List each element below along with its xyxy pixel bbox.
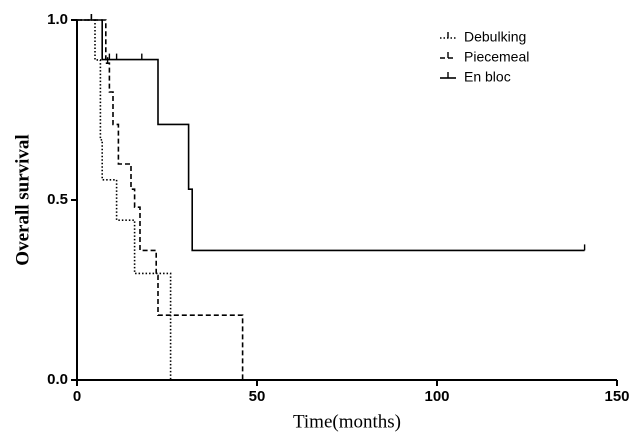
x-axis-title: Time(months) [293,411,401,432]
survival-curve [77,19,244,380]
legend-label: En bloc [464,69,511,85]
y-tick-label: 1.0 [47,11,68,28]
y-tick-label: 0.0 [47,371,68,388]
y-axis-title: Overall survival [12,134,33,265]
legend-label: Piecemeal [464,49,529,65]
x-tick-label: 50 [249,388,266,405]
legend-label: Debulking [464,29,526,45]
x-tick-label: 150 [604,388,629,405]
survival-curve [77,19,585,252]
x-tick-label: 0 [73,388,81,405]
survival-curve [77,19,172,380]
x-tick-label: 100 [424,388,449,405]
y-tick-label: 0.5 [47,191,68,208]
